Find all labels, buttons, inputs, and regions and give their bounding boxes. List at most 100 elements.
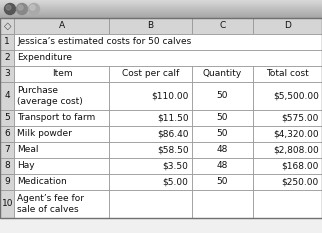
Text: Jessica’s estimated costs for 50 calves: Jessica’s estimated costs for 50 calves bbox=[17, 38, 192, 47]
Bar bbox=[14, 66, 109, 82]
Text: 48: 48 bbox=[216, 145, 228, 154]
Bar bbox=[14, 142, 109, 158]
Text: 9: 9 bbox=[5, 178, 10, 186]
Bar bbox=[192, 82, 253, 110]
Circle shape bbox=[6, 5, 11, 10]
Bar bbox=[192, 158, 253, 174]
Text: Quantity: Quantity bbox=[203, 69, 242, 79]
Text: Item: Item bbox=[52, 69, 72, 79]
Bar bbox=[253, 190, 322, 218]
Bar bbox=[192, 174, 253, 190]
Bar bbox=[14, 50, 322, 66]
Text: D: D bbox=[284, 21, 291, 31]
Bar bbox=[253, 158, 322, 174]
Text: $168.00: $168.00 bbox=[282, 161, 319, 171]
Text: $86.40: $86.40 bbox=[157, 130, 189, 138]
Bar bbox=[0, 18, 322, 218]
Circle shape bbox=[5, 3, 15, 14]
Bar bbox=[253, 110, 322, 126]
Text: $3.50: $3.50 bbox=[163, 161, 189, 171]
Text: 48: 48 bbox=[216, 161, 228, 171]
Circle shape bbox=[29, 3, 40, 14]
Bar bbox=[109, 126, 192, 142]
Text: 3: 3 bbox=[5, 69, 10, 79]
Text: Cost per calf: Cost per calf bbox=[122, 69, 179, 79]
Bar bbox=[192, 126, 253, 142]
Text: $110.00: $110.00 bbox=[151, 92, 189, 100]
Bar bbox=[14, 18, 109, 34]
Bar bbox=[0, 190, 14, 218]
Bar bbox=[109, 158, 192, 174]
Bar bbox=[253, 174, 322, 190]
Text: Medication: Medication bbox=[17, 178, 67, 186]
Circle shape bbox=[18, 5, 23, 10]
Bar bbox=[0, 126, 14, 142]
Bar bbox=[192, 142, 253, 158]
Bar bbox=[253, 82, 322, 110]
Text: 7: 7 bbox=[5, 145, 10, 154]
Text: Transport to farm: Transport to farm bbox=[17, 113, 96, 123]
Bar bbox=[0, 142, 14, 158]
Text: C: C bbox=[219, 21, 225, 31]
Circle shape bbox=[16, 3, 27, 14]
Bar bbox=[109, 142, 192, 158]
Bar bbox=[109, 174, 192, 190]
Text: A: A bbox=[59, 21, 65, 31]
Text: 6: 6 bbox=[5, 130, 10, 138]
Bar bbox=[109, 190, 192, 218]
Circle shape bbox=[30, 5, 35, 10]
Text: 4: 4 bbox=[5, 92, 10, 100]
Text: Expenditure: Expenditure bbox=[17, 54, 72, 62]
Text: $4,320.00: $4,320.00 bbox=[273, 130, 319, 138]
Text: 50: 50 bbox=[216, 113, 228, 123]
Text: 8: 8 bbox=[5, 161, 10, 171]
Text: Hay: Hay bbox=[17, 161, 35, 171]
Text: 10: 10 bbox=[2, 199, 13, 209]
Bar bbox=[253, 66, 322, 82]
Text: $575.00: $575.00 bbox=[282, 113, 319, 123]
Bar bbox=[192, 18, 253, 34]
Text: ◇: ◇ bbox=[4, 21, 11, 31]
Bar bbox=[14, 82, 109, 110]
Bar bbox=[14, 34, 322, 50]
Bar bbox=[14, 174, 109, 190]
Bar bbox=[109, 110, 192, 126]
Text: Total cost: Total cost bbox=[266, 69, 309, 79]
Text: $11.50: $11.50 bbox=[157, 113, 189, 123]
Text: 50: 50 bbox=[216, 130, 228, 138]
Bar bbox=[0, 110, 14, 126]
Bar bbox=[14, 158, 109, 174]
Bar bbox=[14, 126, 109, 142]
Text: 50: 50 bbox=[216, 92, 228, 100]
Bar bbox=[0, 174, 14, 190]
Text: B: B bbox=[147, 21, 154, 31]
Bar bbox=[0, 34, 14, 50]
Text: $250.00: $250.00 bbox=[282, 178, 319, 186]
Bar bbox=[0, 158, 14, 174]
Bar bbox=[0, 66, 14, 82]
Bar bbox=[192, 110, 253, 126]
Bar bbox=[192, 190, 253, 218]
Text: 1: 1 bbox=[5, 38, 10, 47]
Text: $58.50: $58.50 bbox=[157, 145, 189, 154]
Bar bbox=[253, 126, 322, 142]
Text: Meal: Meal bbox=[17, 145, 39, 154]
Bar bbox=[109, 82, 192, 110]
Text: $5.00: $5.00 bbox=[163, 178, 189, 186]
Bar bbox=[0, 218, 322, 233]
Bar bbox=[0, 50, 14, 66]
Text: Purchase
(average cost): Purchase (average cost) bbox=[17, 86, 83, 106]
Bar bbox=[192, 66, 253, 82]
Bar bbox=[253, 18, 322, 34]
Text: 5: 5 bbox=[5, 113, 10, 123]
Text: 50: 50 bbox=[216, 178, 228, 186]
Bar bbox=[253, 142, 322, 158]
Bar bbox=[14, 190, 109, 218]
Text: Agent’s fee for
sale of calves: Agent’s fee for sale of calves bbox=[17, 194, 84, 214]
Bar bbox=[109, 18, 192, 34]
Text: Milk powder: Milk powder bbox=[17, 130, 72, 138]
Text: $2,808.00: $2,808.00 bbox=[273, 145, 319, 154]
Bar bbox=[109, 66, 192, 82]
Bar bbox=[0, 18, 14, 34]
Text: $5,500.00: $5,500.00 bbox=[273, 92, 319, 100]
